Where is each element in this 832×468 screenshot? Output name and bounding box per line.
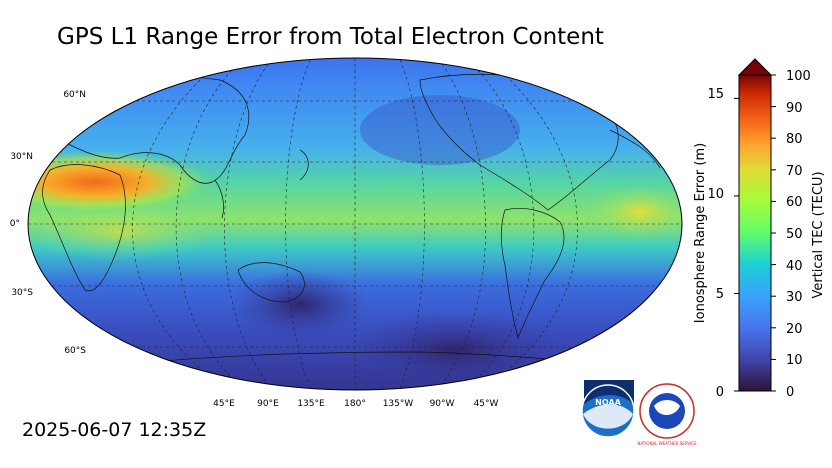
timestamp: 2025-06-07 12:35Z bbox=[22, 419, 207, 441]
right-tick-90: 90 bbox=[786, 101, 803, 116]
left-tick-10: 10 bbox=[707, 187, 724, 202]
lon-label-45w: 45°W bbox=[474, 399, 499, 409]
lon-label-135w: 135°W bbox=[383, 399, 414, 409]
left-tick-0: 0 bbox=[716, 385, 724, 400]
colorbar-extend-arrow bbox=[737, 58, 773, 76]
lon-label-180: 180° bbox=[344, 399, 366, 409]
right-tick-40: 40 bbox=[786, 259, 803, 274]
right-tick-100: 100 bbox=[786, 69, 811, 84]
nws-text: NATIONAL WEATHER SERVICE bbox=[637, 441, 697, 446]
nws-logo: NATIONAL WEATHER SERVICE bbox=[637, 383, 697, 446]
chart-title: GPS L1 Range Error from Total Electron C… bbox=[57, 24, 604, 50]
lat-label-30s: 30°S bbox=[11, 288, 33, 298]
world-map bbox=[28, 58, 682, 390]
map-border bbox=[27, 57, 683, 391]
right-tick-60: 60 bbox=[786, 195, 803, 210]
lon-label-135e: 135°E bbox=[297, 399, 325, 409]
lat-label-30n: 30°N bbox=[10, 152, 33, 162]
right-tick-50: 50 bbox=[786, 227, 803, 242]
right-tick-20: 20 bbox=[786, 322, 803, 337]
graticule bbox=[28, 58, 682, 390]
left-tick-15: 15 bbox=[707, 87, 724, 102]
colorbar-right-label: Vertical TEC (TECU) bbox=[811, 171, 826, 298]
right-tick-0: 0 bbox=[786, 385, 794, 400]
left-tick-5: 5 bbox=[716, 287, 724, 302]
lat-label-60n: 60°N bbox=[63, 90, 86, 100]
colorbar-left-label: Ionosphere Range Error (m) bbox=[693, 143, 708, 323]
lon-label-90w: 90°W bbox=[430, 399, 455, 409]
right-tick-80: 80 bbox=[786, 132, 803, 147]
lon-label-45e: 45°E bbox=[213, 399, 235, 409]
lat-label-0: 0° bbox=[10, 219, 20, 229]
lat-label-60s: 60°S bbox=[64, 346, 86, 356]
colorbar-scale bbox=[738, 74, 772, 392]
right-tick-10: 10 bbox=[786, 353, 803, 368]
right-tick-30: 30 bbox=[786, 290, 803, 305]
noaa-text: NOAA bbox=[595, 398, 621, 407]
colorbar: 0 10 20 30 40 50 60 70 80 90 100 0 5 10 … bbox=[693, 58, 826, 400]
lon-label-90e: 90°E bbox=[257, 399, 279, 409]
noaa-logo: NOAA bbox=[581, 380, 635, 438]
right-tick-70: 70 bbox=[786, 164, 803, 179]
